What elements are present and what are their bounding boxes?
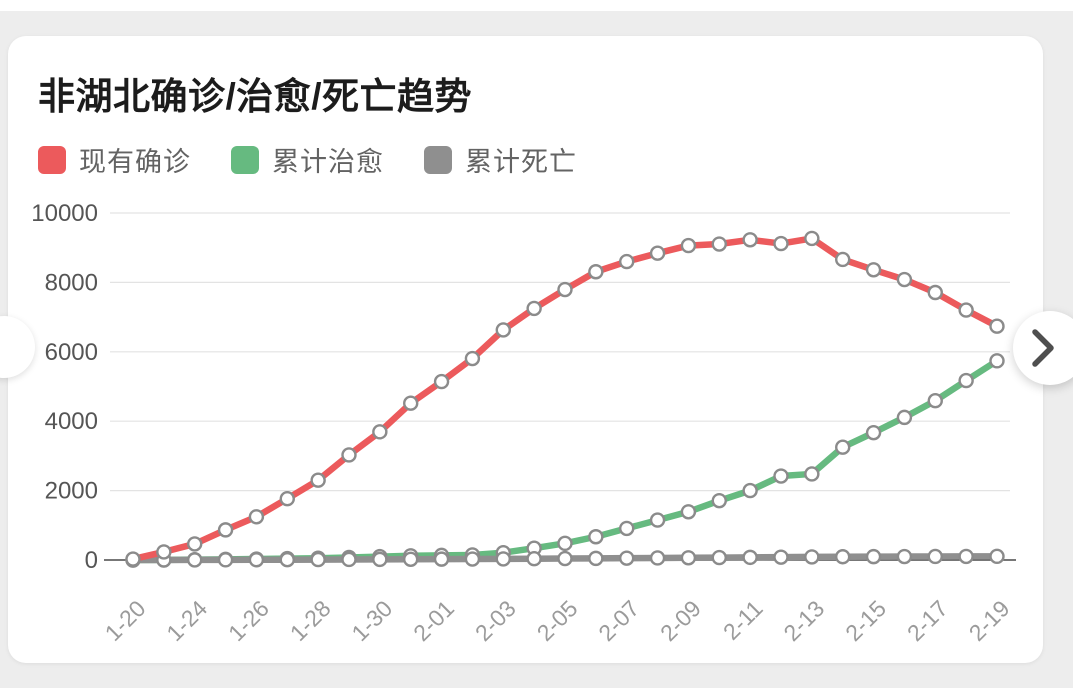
trend-chart-card: 非湖北确诊/治愈/死亡趋势 现有确诊 累计治愈 累计死亡 0 2000 4000 60… bbox=[8, 36, 1043, 663]
svg-text:2000: 2000 bbox=[45, 478, 98, 505]
svg-text:4000: 4000 bbox=[45, 408, 98, 435]
svg-text:1-28: 1-28 bbox=[285, 595, 336, 646]
legend-label-confirmed: 现有确诊 bbox=[79, 147, 191, 177]
legend-item-cured[interactable]: 累计治愈 bbox=[231, 140, 384, 179]
svg-text:2-01: 2-01 bbox=[408, 595, 459, 646]
svg-text:2-07: 2-07 bbox=[593, 595, 644, 646]
legend-item-confirmed[interactable]: 现有确诊 bbox=[38, 140, 191, 179]
top-strip bbox=[0, 0, 1073, 11]
svg-text:1-30: 1-30 bbox=[346, 595, 397, 646]
svg-text:1-20: 1-20 bbox=[100, 595, 151, 646]
chart-title: 非湖北确诊/治愈/死亡趋势 bbox=[38, 76, 473, 117]
chevron-right-icon bbox=[1032, 329, 1054, 367]
svg-text:2-15: 2-15 bbox=[840, 595, 891, 646]
svg-text:2-13: 2-13 bbox=[778, 595, 829, 646]
trend-line-chart: 0 2000 4000 6000 8000 10000 1-20 1-24 1-26 1-28 1-… bbox=[31, 200, 1016, 646]
legend-label-deaths: 累计死亡 bbox=[465, 147, 577, 177]
svg-text:2-03: 2-03 bbox=[470, 595, 521, 646]
svg-text:6000: 6000 bbox=[45, 339, 98, 366]
svg-text:2-19: 2-19 bbox=[964, 595, 1015, 646]
svg-text:0: 0 bbox=[85, 547, 98, 574]
cured-swatch-icon bbox=[231, 145, 259, 174]
svg-text:1-24: 1-24 bbox=[161, 595, 212, 646]
legend-item-deaths[interactable]: 累计死亡 bbox=[424, 140, 577, 179]
svg-text:2-17: 2-17 bbox=[902, 595, 953, 646]
next-button[interactable] bbox=[1013, 311, 1073, 385]
deaths-swatch-icon bbox=[424, 145, 452, 174]
legend-label-cured: 累计治愈 bbox=[272, 147, 384, 177]
chart-legend: 现有确诊 累计治愈 累计死亡 bbox=[38, 140, 577, 179]
svg-text:2-11: 2-11 bbox=[718, 595, 768, 645]
svg-text:2-05: 2-05 bbox=[532, 595, 583, 646]
svg-text:8000: 8000 bbox=[45, 269, 98, 296]
svg-text:2-09: 2-09 bbox=[655, 595, 706, 646]
svg-text:10000: 10000 bbox=[31, 200, 98, 227]
confirmed-swatch-icon bbox=[38, 145, 66, 174]
svg-text:1-26: 1-26 bbox=[223, 595, 274, 646]
